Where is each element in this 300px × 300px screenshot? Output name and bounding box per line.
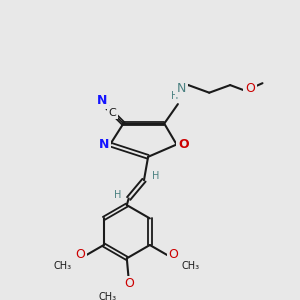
Text: H: H — [171, 91, 179, 100]
Text: N: N — [177, 82, 186, 95]
Text: O: O — [245, 82, 255, 95]
Text: N: N — [99, 138, 110, 151]
Text: N: N — [97, 94, 107, 107]
Text: CH₃: CH₃ — [182, 261, 200, 271]
Text: O: O — [125, 278, 135, 290]
Text: H: H — [152, 171, 159, 182]
Text: CH₃: CH₃ — [99, 292, 117, 300]
Text: O: O — [75, 248, 85, 261]
Text: O: O — [178, 138, 189, 151]
Text: C: C — [109, 108, 116, 118]
Text: CH₃: CH₃ — [54, 261, 72, 271]
Text: H: H — [114, 190, 121, 200]
Text: O: O — [169, 248, 178, 261]
